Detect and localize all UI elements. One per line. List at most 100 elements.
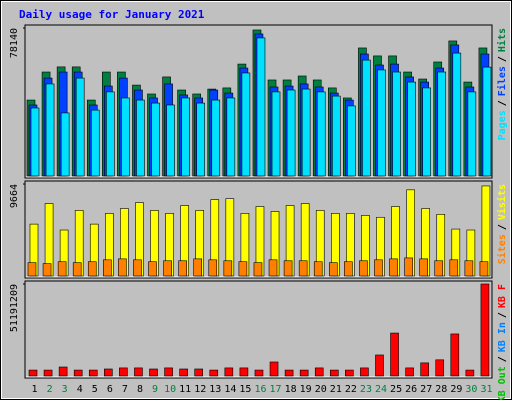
legend-entry: KB F	[497, 284, 508, 308]
bar	[211, 99, 221, 177]
x-tick-label: 21	[330, 384, 342, 395]
bar	[106, 91, 115, 177]
bar	[301, 88, 311, 177]
bar	[344, 261, 353, 277]
x-tick-label: 29	[450, 384, 462, 395]
legend-separator: /	[497, 224, 508, 230]
bar	[377, 69, 386, 177]
bar	[407, 81, 416, 177]
legend-separator: /	[497, 356, 508, 362]
legend-entry: Visits	[496, 184, 508, 220]
bar	[208, 259, 218, 277]
bar	[118, 258, 127, 277]
bar	[375, 354, 384, 377]
x-tick-label: 30	[465, 384, 477, 395]
bar	[452, 52, 462, 177]
bar	[28, 369, 38, 377]
bar	[194, 368, 204, 377]
x-tick-label: 28	[435, 384, 447, 395]
bar	[359, 260, 368, 277]
bar	[60, 112, 70, 177]
legend-entry: Pages	[497, 110, 508, 140]
bar	[434, 260, 444, 277]
x-tick-label: 3	[62, 384, 68, 395]
legend: Pages / Files / Hits	[496, 28, 508, 140]
y-tick-label: 78140	[9, 28, 20, 58]
bar	[30, 107, 40, 177]
x-tick-label: 15	[239, 384, 251, 395]
bar	[88, 369, 98, 377]
legend-separator: /	[497, 100, 508, 106]
legend-entry: Hits	[496, 28, 508, 52]
bar	[420, 362, 429, 377]
y-tick-label: 51191209	[9, 284, 20, 332]
bar	[437, 71, 447, 177]
x-tick-label: 11	[179, 384, 191, 395]
bar	[226, 97, 236, 177]
x-tick-label: 24	[375, 384, 387, 395]
x-tick-label: 26	[405, 384, 417, 395]
bar	[329, 369, 339, 377]
bar	[331, 95, 341, 177]
bar	[422, 87, 431, 177]
bar	[149, 368, 158, 377]
bar	[405, 367, 414, 377]
bar	[164, 367, 173, 377]
x-tick-label: 18	[285, 384, 297, 395]
legend: KB Out / KB In / KB F	[497, 284, 508, 400]
bar	[347, 105, 356, 177]
x-tick-label: 9	[152, 384, 158, 395]
bar	[209, 369, 219, 377]
plot-area	[24, 280, 493, 379]
bar	[224, 367, 234, 377]
bar	[179, 368, 188, 377]
legend-entry: KB Out	[497, 366, 508, 400]
bar	[328, 262, 338, 277]
bar	[467, 91, 477, 177]
bar	[465, 369, 475, 377]
x-tick-label: 2	[47, 384, 53, 395]
bar	[479, 261, 489, 277]
x-tick-label: 14	[224, 384, 236, 395]
bar	[269, 361, 279, 377]
bar	[314, 367, 324, 377]
bar	[345, 369, 354, 377]
bar	[151, 102, 160, 177]
legend: Sites / Visits	[496, 184, 508, 264]
bar	[73, 369, 83, 377]
bar	[389, 258, 398, 277]
bar	[104, 368, 113, 377]
bar	[449, 259, 459, 277]
bar	[482, 66, 492, 177]
bar	[283, 260, 293, 277]
bar	[178, 260, 187, 277]
legend-entry: KB In	[497, 322, 508, 352]
bar	[163, 260, 172, 277]
bar	[390, 332, 399, 377]
x-tick-label: 12	[194, 384, 206, 395]
bar	[298, 260, 308, 277]
x-tick-label: 31	[480, 384, 492, 395]
x-tick-label: 22	[345, 384, 357, 395]
bar	[166, 104, 175, 177]
x-tick-label: 27	[420, 384, 432, 395]
x-tick-label: 25	[390, 384, 402, 395]
legend-entry: Files	[496, 66, 508, 96]
bar	[223, 260, 233, 277]
bar	[119, 367, 128, 377]
bar	[72, 262, 82, 277]
bar	[238, 261, 248, 277]
bar	[464, 260, 474, 277]
chart-title: Daily usage for January 2021	[19, 8, 205, 21]
x-tick-label: 4	[77, 384, 83, 395]
bar	[256, 37, 266, 177]
x-tick-label: 8	[137, 384, 143, 395]
bar	[313, 261, 323, 277]
bar	[435, 359, 445, 377]
x-tick-label: 6	[107, 384, 113, 395]
bar	[121, 97, 130, 177]
bar	[254, 369, 264, 377]
bar	[299, 369, 309, 377]
bar	[148, 261, 157, 277]
bar	[268, 259, 278, 277]
